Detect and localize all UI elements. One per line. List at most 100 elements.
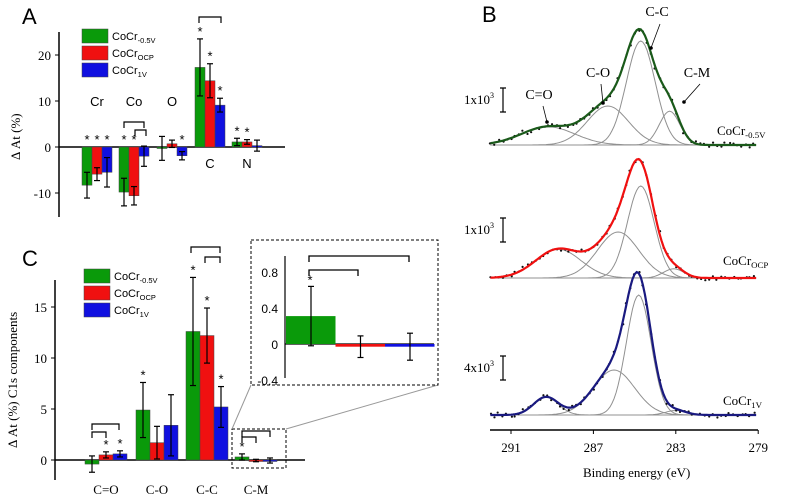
panel-label-c: C <box>22 246 38 271</box>
zoom-connector <box>285 384 439 430</box>
data-point <box>513 415 516 418</box>
ylabel-a: Δ At (%) <box>8 113 23 160</box>
legend-label: CoCr-0.5V <box>112 31 156 45</box>
legend-label: CoCrOCP <box>114 288 156 302</box>
fit-component <box>490 294 757 416</box>
data-point <box>521 265 524 268</box>
legend-swatch <box>83 285 111 301</box>
y-tick-label: 20 <box>38 48 51 63</box>
significance-star: * <box>207 49 212 64</box>
peak-arrow <box>542 105 548 123</box>
spectrum-fit-OCP <box>490 157 757 280</box>
scale-label: 1x103 <box>464 221 494 237</box>
data-point <box>493 143 496 146</box>
category-label: C-O <box>146 482 168 497</box>
x-tick-label: 279 <box>748 440 768 455</box>
ylabel-c: Δ At (%) C1s components <box>5 312 20 448</box>
scale-label: 1x103 <box>464 91 494 107</box>
peak-arrow-head <box>545 120 549 124</box>
legend-label: CoCr-0.5V <box>114 271 158 285</box>
peak-label: C=O <box>525 88 552 103</box>
inset-tick-label: 0.8 <box>261 266 278 280</box>
significance-star: * <box>217 83 222 98</box>
significance-star: * <box>179 132 184 147</box>
significance-star: * <box>197 24 202 39</box>
significance-star: * <box>204 293 209 308</box>
peak-arrow-head <box>649 46 653 50</box>
significance-bracket <box>134 129 147 136</box>
peak-arrow <box>600 83 604 104</box>
data-point <box>562 407 565 410</box>
data-point <box>530 131 533 134</box>
zoom-region-box <box>231 428 287 469</box>
category-label: O <box>167 94 177 109</box>
category-label: N <box>242 156 251 171</box>
y-tick-label: 0 <box>41 453 48 468</box>
significance-bracket <box>241 436 257 443</box>
spectrum-fit-1V <box>490 270 757 417</box>
peak-label: C-C <box>645 5 668 20</box>
peak-arrow <box>650 23 661 49</box>
data-point <box>567 408 570 412</box>
significance-bracket <box>241 430 271 437</box>
significance-star: * <box>117 436 122 451</box>
panel-label-b: B <box>482 2 497 27</box>
significance-star: * <box>190 262 195 277</box>
data-point <box>526 132 529 136</box>
data-point <box>694 140 698 143</box>
peak-arrow-head <box>682 100 686 104</box>
category-label: C-M <box>244 482 269 497</box>
legend-swatch <box>81 62 109 78</box>
data-point <box>727 412 730 415</box>
significance-star: * <box>239 439 244 454</box>
category-label: Co <box>126 94 143 109</box>
inset-tick-label: 0 <box>271 338 278 352</box>
y-tick-label: 10 <box>38 94 51 109</box>
inset-tick-label: 0.4 <box>261 302 278 316</box>
data-point <box>496 411 499 414</box>
scale-label: 4x103 <box>464 359 494 375</box>
significance-star: * <box>104 132 109 147</box>
significance-bracket <box>91 423 120 430</box>
significance-bracket <box>91 431 107 438</box>
data-point <box>510 415 514 418</box>
significance-bracket <box>308 255 410 262</box>
significance-bracket <box>123 121 145 128</box>
y-tick-label: 0 <box>45 140 52 155</box>
data-point <box>716 416 719 419</box>
data-point <box>542 394 545 397</box>
data-point <box>558 405 562 408</box>
scale-bar <box>500 87 506 113</box>
data-point <box>493 416 496 419</box>
inset-tick-label: -0.4 <box>257 374 278 388</box>
data-point <box>558 127 562 130</box>
spectrum-label: CoCr-0.5V <box>717 123 766 140</box>
data-point <box>748 146 751 149</box>
category-label: C <box>205 156 214 171</box>
legend-label: CoCr1V <box>114 305 149 319</box>
peak-arrow-head <box>601 101 605 105</box>
data-point <box>550 123 554 126</box>
significance-star: * <box>131 132 136 147</box>
peak-label: C-O <box>586 66 610 81</box>
data-point <box>708 145 711 148</box>
data-point <box>723 141 726 144</box>
peak-label: C-M <box>684 66 711 81</box>
significance-bracket <box>308 269 359 276</box>
significance-star: * <box>140 367 145 382</box>
data-point <box>559 249 563 252</box>
significance-star: * <box>244 125 249 140</box>
legend-swatch <box>81 45 109 61</box>
zoom-connector <box>231 384 252 430</box>
category-label: Cr <box>90 94 104 109</box>
legend-label: CoCr1V <box>112 65 147 79</box>
significance-star: * <box>103 437 108 452</box>
significance-star: * <box>121 132 126 147</box>
xlabel-b: Binding energy (eV) <box>583 465 690 480</box>
y-tick-label: 5 <box>41 402 48 417</box>
spectrum-label: CoCr1V <box>723 393 763 410</box>
significance-star: * <box>94 132 99 147</box>
data-point <box>567 250 570 253</box>
data-point <box>521 408 524 411</box>
